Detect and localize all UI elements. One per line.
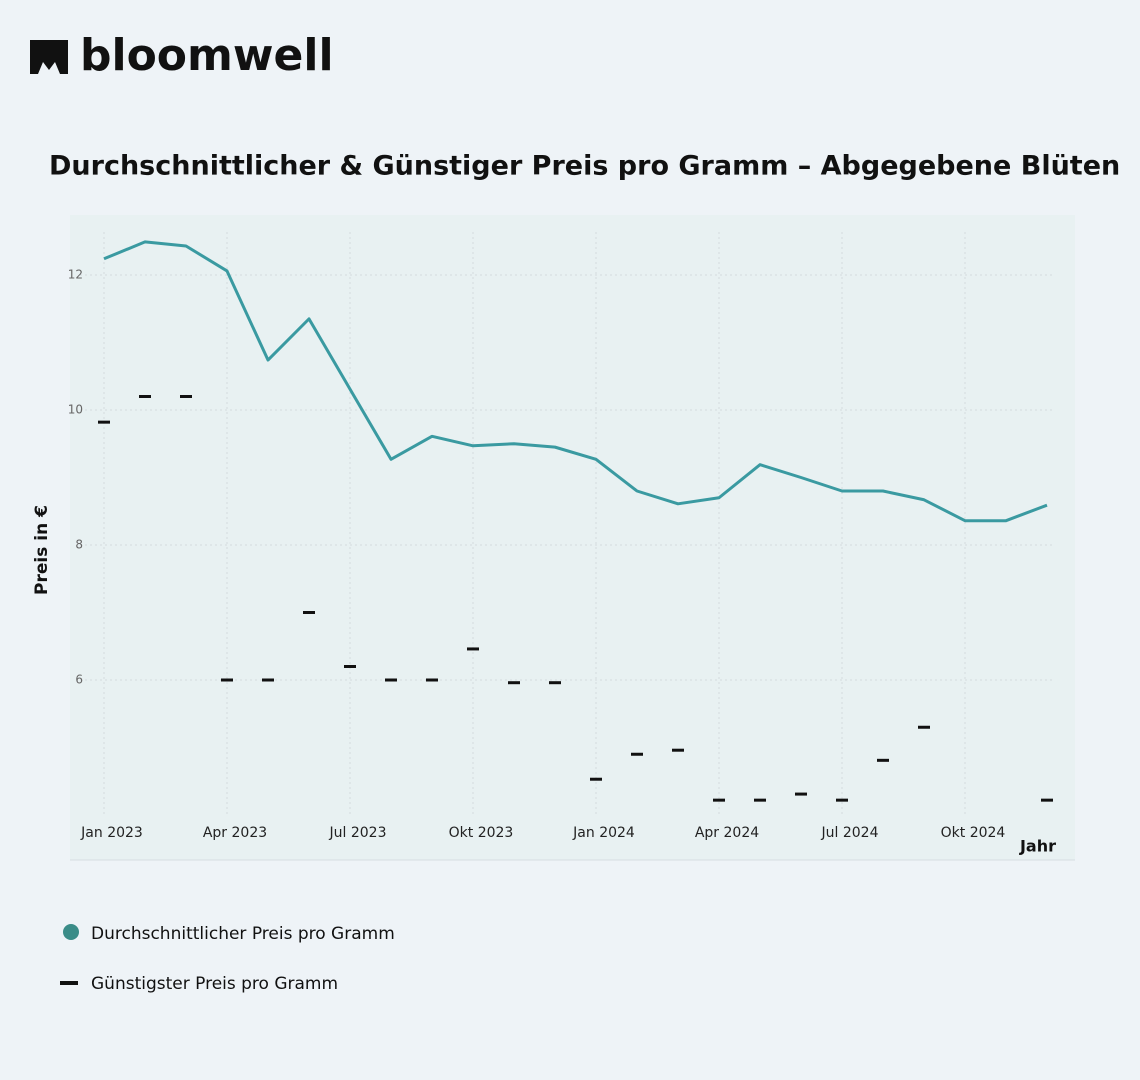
x-tick-label: Jan 2024 — [572, 825, 635, 841]
plot-area — [70, 215, 1075, 860]
x-tick-label: Apr 2023 — [203, 825, 267, 841]
x-tick-label: Jul 2023 — [329, 825, 387, 841]
x-tick-label: Jan 2023 — [80, 825, 143, 841]
y-axis-label: Preis in € — [32, 505, 52, 595]
y-tick-label: 10 — [68, 403, 83, 417]
legend-label: Durchschnittlicher Preis pro Gramm — [91, 924, 395, 944]
y-tick-label: 6 — [75, 673, 83, 687]
x-axis-label: Jahr — [1019, 837, 1056, 856]
x-tick-label: Jul 2024 — [821, 825, 879, 841]
x-tick-label: Apr 2024 — [695, 825, 759, 841]
legend-label: Günstigster Preis pro Gramm — [91, 974, 338, 994]
logo-text: bloomwell — [80, 30, 334, 81]
y-tick-label: 8 — [75, 538, 83, 552]
line-series — [103, 240, 1048, 523]
x-tick-label: Okt 2023 — [449, 825, 514, 841]
legend-swatch — [63, 924, 79, 940]
logo-icon — [30, 40, 68, 74]
chart-title: Durchschnittlicher & Günstiger Preis pro… — [49, 151, 1120, 182]
y-tick-label: 12 — [68, 268, 83, 282]
x-tick-label: Okt 2024 — [941, 825, 1006, 841]
